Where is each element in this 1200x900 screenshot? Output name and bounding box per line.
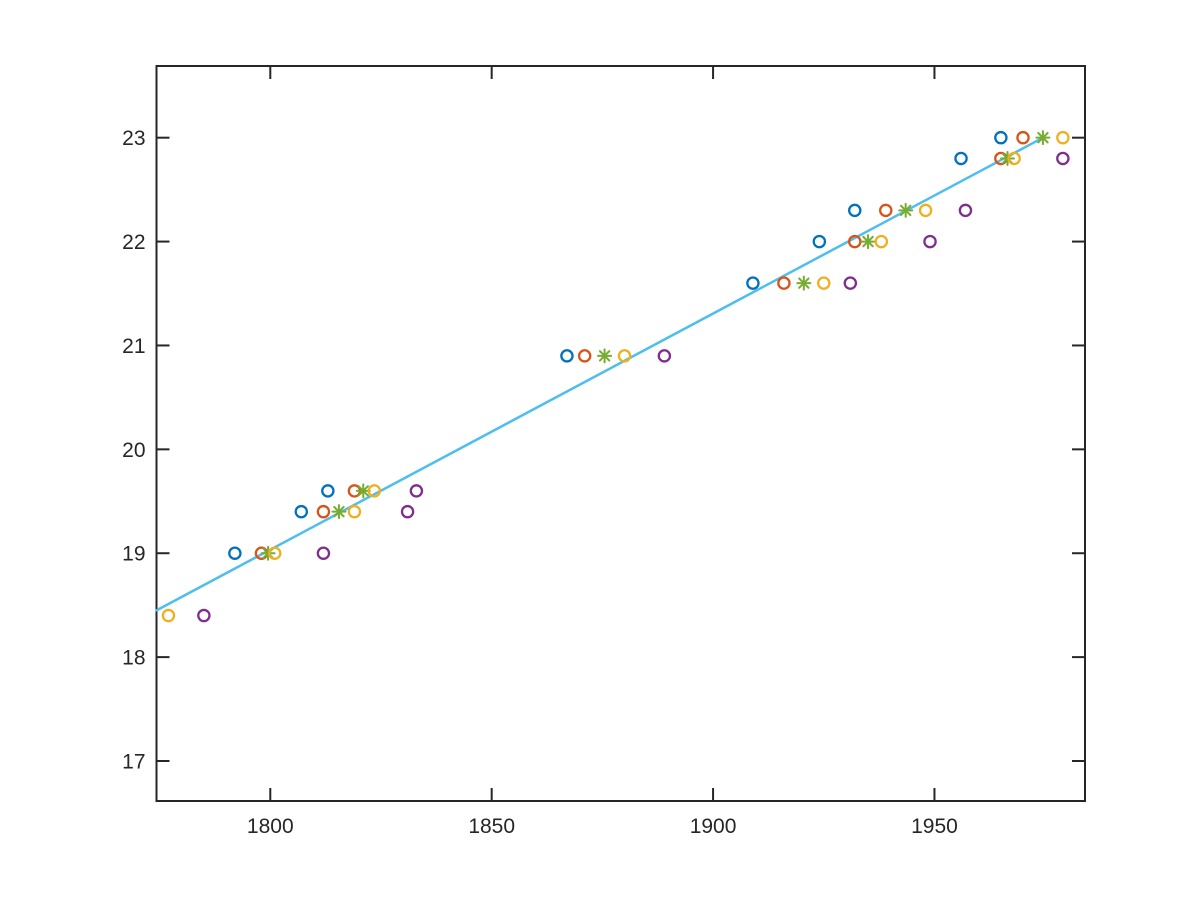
series-purple-circles-marker bbox=[409, 484, 424, 498]
series-green-asterisks-marker bbox=[355, 483, 371, 499]
series-green-asterisks-marker bbox=[1035, 130, 1051, 146]
series-blue-circles-marker bbox=[228, 546, 242, 560]
series-purple-circles-marker bbox=[316, 546, 331, 560]
series-purple-circles-marker bbox=[197, 608, 211, 623]
series-blue-circles-marker bbox=[746, 276, 760, 290]
y-tick-label: 19 bbox=[122, 543, 145, 566]
y-tick-label: 23 bbox=[122, 127, 145, 150]
series-green-asterisks-marker bbox=[597, 348, 613, 364]
y-tick-label: 22 bbox=[122, 231, 145, 254]
series-orange-circles-marker bbox=[777, 276, 791, 290]
series-yellow-circles-marker bbox=[817, 276, 831, 290]
series-green-asterisks-marker bbox=[898, 202, 914, 218]
series-orange-circles-marker bbox=[879, 203, 893, 218]
series-purple-circles-marker bbox=[958, 203, 973, 218]
series-orange-circles-marker bbox=[316, 504, 331, 519]
series-green-asterisks-marker bbox=[860, 234, 876, 250]
fit-line bbox=[155, 136, 1045, 612]
series-purple-circles-marker bbox=[923, 234, 937, 249]
series-yellow-circles-marker bbox=[267, 546, 282, 560]
series-yellow-circles-marker bbox=[367, 484, 382, 498]
series-purple-circles-marker bbox=[843, 276, 858, 290]
series-orange-circles-marker bbox=[848, 234, 862, 249]
y-tick-label: 18 bbox=[122, 647, 145, 670]
series-green-asterisks-marker bbox=[796, 275, 812, 291]
series-blue-circles-marker bbox=[848, 203, 862, 218]
x-tick-label: 1850 bbox=[468, 815, 515, 838]
series-yellow-circles-marker bbox=[918, 203, 933, 218]
series-blue-circles-marker bbox=[294, 504, 309, 519]
axes-box bbox=[155, 65, 1086, 802]
series-purple-circles-marker bbox=[657, 349, 672, 363]
series-blue-circles-marker bbox=[954, 151, 968, 166]
series-blue-circles-marker bbox=[321, 484, 335, 498]
series-blue-circles-marker bbox=[994, 130, 1008, 145]
x-tick-label: 1950 bbox=[911, 815, 958, 838]
series-purple-circles-marker bbox=[1056, 151, 1070, 166]
series-yellow-circles-marker bbox=[347, 504, 362, 519]
series-yellow-circles-marker bbox=[1007, 151, 1021, 166]
x-tick-label: 1800 bbox=[247, 815, 294, 838]
series-purple-circles-marker bbox=[400, 504, 415, 519]
y-tick-label: 20 bbox=[122, 439, 145, 462]
series-orange-circles-marker bbox=[577, 349, 592, 363]
y-tick-label: 21 bbox=[122, 335, 145, 358]
series-yellow-circles-marker bbox=[617, 349, 632, 363]
x-tick-label: 1900 bbox=[690, 815, 737, 838]
series-orange-circles-marker bbox=[1016, 130, 1030, 145]
series-green-asterisks-marker bbox=[331, 504, 347, 520]
series-yellow-circles-marker bbox=[874, 234, 889, 249]
series-yellow-circles-marker bbox=[1056, 130, 1070, 145]
series-yellow-circles-marker bbox=[161, 608, 176, 623]
y-tick-label: 17 bbox=[122, 751, 145, 774]
series-blue-circles-marker bbox=[560, 349, 574, 363]
series-blue-circles-marker bbox=[812, 234, 827, 249]
